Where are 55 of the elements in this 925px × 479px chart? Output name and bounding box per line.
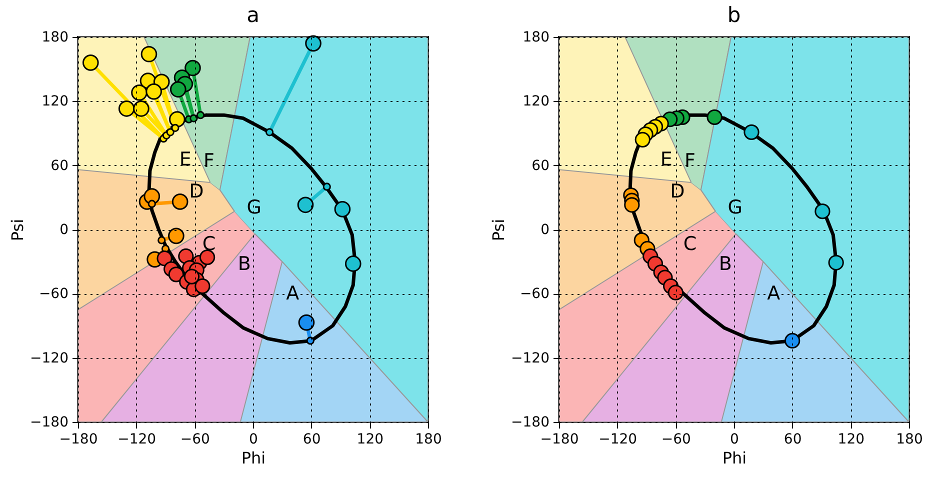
y-tick-label: 180: [42, 30, 68, 46]
y-axis-title: Psi: [489, 218, 508, 242]
point: [784, 332, 800, 349]
series-label: F: [684, 150, 696, 172]
series-label: E: [660, 148, 672, 171]
series-label: D: [189, 180, 204, 202]
point: [744, 124, 760, 140]
series-label: F: [204, 150, 214, 172]
point: [624, 197, 640, 213]
x-tick-label: −60: [661, 432, 691, 448]
y-axis-title: Psi: [8, 218, 28, 242]
series-label: D: [670, 180, 685, 202]
series-label: C: [202, 232, 216, 255]
point: [156, 250, 172, 266]
point: [668, 284, 684, 300]
x-tick-label: 60: [784, 432, 802, 448]
point: [828, 254, 844, 270]
y-tick-label: −60: [520, 286, 550, 302]
y-tick-label: 0: [540, 222, 550, 238]
x-tick-label: 120: [838, 432, 865, 448]
x-tick-label: 0: [249, 432, 258, 448]
point: [706, 109, 722, 126]
y-tick-label: 0: [60, 222, 68, 238]
chart-title: a: [246, 3, 260, 27]
y-tick-label: −180: [30, 414, 68, 430]
chart-title: b: [727, 3, 741, 27]
x-tick-label: 0: [730, 432, 739, 448]
y-tick-label: 120: [42, 94, 68, 110]
y-tick-label: 180: [522, 30, 550, 46]
series-label: B: [238, 253, 251, 276]
series-label: B: [718, 253, 732, 276]
y-tick-label: −120: [30, 350, 68, 366]
x-tick-label: 60: [302, 432, 321, 448]
series-label: E: [179, 148, 192, 171]
x-axis-title: Phi: [722, 448, 747, 468]
x-tick-label: 120: [356, 432, 384, 448]
x-axis-title: Phi: [241, 448, 266, 468]
y-tick-label: −60: [38, 286, 68, 302]
y-tick-label: −120: [511, 350, 550, 366]
series-label: G: [728, 196, 742, 219]
x-tick-label: −60: [180, 432, 210, 448]
series-label: G: [246, 196, 262, 219]
y-tick-label: 120: [522, 94, 550, 110]
y-tick-label: −180: [511, 414, 550, 430]
x-tick-label: −120: [598, 432, 638, 448]
x-tick-label: 180: [415, 432, 442, 448]
point: [814, 204, 830, 220]
series-label: C: [683, 232, 697, 255]
point: [199, 250, 216, 266]
y-tick-label: 60: [50, 158, 68, 174]
y-tick-label: 60: [532, 158, 550, 174]
point: [168, 266, 184, 282]
point: [634, 132, 650, 148]
x-tick-label: 180: [896, 432, 923, 448]
x-tick-label: −120: [118, 432, 156, 448]
